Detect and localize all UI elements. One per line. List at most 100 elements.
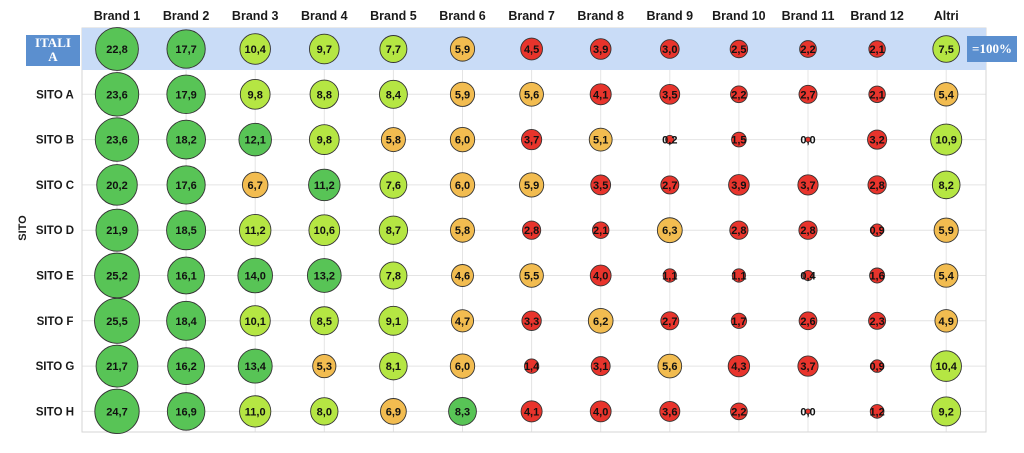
bubble-sito-a-brand-9: 3,5 bbox=[659, 83, 681, 105]
bubble-circle bbox=[167, 347, 205, 385]
bubble-sito-f-brand-11: 2,6 bbox=[798, 311, 818, 331]
bubble-sito-f-brand-7: 3,3 bbox=[521, 310, 542, 331]
bubble-sito-a-brand-8: 4,1 bbox=[589, 83, 612, 106]
bubble-value-label: 3,7 bbox=[524, 135, 539, 147]
bubble-circle bbox=[805, 136, 811, 143]
bubble-sito-g-brand-10: 4,3 bbox=[727, 354, 751, 378]
bubble-sito-b-brand-4: 9,8 bbox=[308, 124, 340, 155]
column-header-brand-12: Brand 12 bbox=[850, 9, 904, 23]
bubble-sito-b-altri: 10,9 bbox=[930, 123, 963, 156]
bubble-sito-e-brand-8: 4,0 bbox=[589, 264, 612, 287]
bubble-circle bbox=[870, 359, 884, 373]
bubble-sito-c-brand-6: 6,0 bbox=[449, 172, 476, 198]
bubble-sito-c-brand-10: 3,9 bbox=[728, 174, 750, 196]
bubble-value-label: 10,4 bbox=[244, 44, 266, 56]
bubble-value-label: 6,7 bbox=[248, 180, 263, 192]
bubble-value-label: 5,1 bbox=[593, 135, 608, 147]
bubble-value-label: 4,3 bbox=[731, 361, 746, 373]
bubble-sito-a-brand-1: 23,6 bbox=[94, 72, 140, 117]
bubble-circle bbox=[589, 264, 612, 287]
bubble-circle bbox=[934, 82, 959, 107]
bubble-circle bbox=[589, 400, 612, 423]
bubble-value-label: 6,2 bbox=[593, 316, 608, 328]
bubble-circle bbox=[587, 307, 614, 334]
bubble-sito-d-brand-9: 6,3 bbox=[656, 217, 683, 244]
column-header-brand-2: Brand 2 bbox=[163, 9, 210, 23]
bubble-sito-h-brand-6: 8,3 bbox=[448, 397, 477, 426]
bubble-value-label: 1,1 bbox=[731, 271, 746, 283]
bubble-value-label: 4,5 bbox=[524, 44, 539, 56]
bubble-value-label: 9,8 bbox=[248, 89, 263, 101]
bubble-circle bbox=[166, 210, 207, 251]
bubble-sito-d-brand-5: 8,7 bbox=[378, 215, 409, 245]
column-header-layer: Brand 1 Brand 2 Brand 3 Brand 4 Brand 5 Brand… bbox=[94, 9, 959, 23]
bubble-circle bbox=[379, 171, 408, 199]
bubble-circle bbox=[379, 35, 408, 63]
bubble-value-label: 25,5 bbox=[106, 316, 127, 328]
bubble-circle bbox=[798, 311, 818, 331]
bubble-value-label: 11,2 bbox=[245, 225, 266, 237]
bubble-value-label: 2,8 bbox=[869, 180, 884, 192]
bubble-sito-f-brand-10: 1,7 bbox=[730, 312, 748, 329]
bubble-value-label: 3,9 bbox=[731, 180, 746, 192]
bubble-sito-a-brand-12: 2,1 bbox=[868, 85, 886, 103]
bubble-sito-h-brand-1: 24,7 bbox=[94, 388, 140, 435]
reference-note-label: =100% bbox=[972, 41, 1012, 56]
bubble-circle bbox=[659, 83, 681, 105]
bubble-circle bbox=[730, 312, 748, 329]
bubble-value-label: 13,2 bbox=[314, 271, 335, 283]
bubble-circle bbox=[799, 40, 817, 58]
bubble-value-label: 2,7 bbox=[662, 180, 677, 192]
bubble-italia-brand-2: 17,7 bbox=[166, 29, 206, 69]
row-label-layer: SITO A SITO B SITO C SITO D SITO E SITO F SITO… bbox=[36, 89, 75, 418]
bubble-value-label: 1,6 bbox=[869, 271, 884, 283]
bubble-sito-d-brand-10: 2,8 bbox=[729, 220, 749, 240]
bubble-circle bbox=[660, 175, 680, 195]
bubble-circle bbox=[237, 257, 273, 294]
bubble-circle bbox=[309, 306, 339, 336]
bubble-sito-f-brand-12: 2,3 bbox=[868, 311, 887, 330]
bubble-circle bbox=[449, 81, 476, 107]
bubble-sito-h-altri: 9,2 bbox=[931, 396, 962, 427]
bubble-circle bbox=[930, 350, 962, 382]
bubble-sito-a-brand-10: 2,2 bbox=[730, 85, 748, 104]
row-label-sito-a: SITO A bbox=[36, 89, 74, 101]
bubble-sito-b-brand-3: 12,1 bbox=[238, 122, 272, 157]
bubble-value-label: 10,9 bbox=[935, 135, 956, 147]
bubble-value-label: 4,0 bbox=[593, 406, 608, 418]
bubble-circle bbox=[95, 208, 139, 252]
bubble-value-label: 8,4 bbox=[386, 89, 402, 101]
bubble-circle bbox=[519, 172, 545, 198]
bubble-italia-brand-12: 2,1 bbox=[868, 40, 886, 58]
bubble-circle bbox=[166, 300, 207, 341]
bubble-sito-b-brand-11: 0,0 bbox=[800, 135, 815, 147]
bubble-circle bbox=[166, 392, 206, 431]
bubble-sito-e-altri: 5,4 bbox=[934, 263, 959, 288]
bubble-value-label: 10,4 bbox=[935, 361, 957, 373]
bubble-value-label: 4,7 bbox=[455, 316, 470, 328]
bubble-circle bbox=[166, 119, 206, 160]
bubble-sito-c-brand-2: 17,6 bbox=[166, 165, 206, 205]
bubble-sito-a-brand-3: 9,8 bbox=[239, 78, 271, 110]
bubble-value-label: 8,8 bbox=[317, 89, 332, 101]
bubble-value-label: 8,2 bbox=[939, 180, 954, 192]
bubble-circle bbox=[932, 35, 961, 63]
bubble-sito-e-brand-11: 0,4 bbox=[800, 270, 817, 283]
bubble-circle bbox=[523, 358, 540, 374]
bubble-sito-d-altri: 5,9 bbox=[933, 217, 959, 243]
bubble-sito-a-brand-2: 17,9 bbox=[166, 74, 206, 115]
bubble-value-label: 16,9 bbox=[175, 406, 196, 418]
bubble-circle bbox=[590, 356, 611, 377]
bubble-sito-b-brand-5: 5,8 bbox=[380, 127, 406, 153]
bubble-value-label: 9,8 bbox=[317, 135, 332, 147]
bubble-value-label: 1,5 bbox=[731, 135, 746, 147]
bubble-value-label: 3,7 bbox=[800, 361, 815, 373]
bubble-circle bbox=[167, 256, 205, 295]
bubble-circle bbox=[308, 168, 341, 202]
column-header-brand-3: Brand 3 bbox=[232, 9, 279, 23]
bubble-value-label: 9,7 bbox=[317, 44, 332, 56]
bubble-circle bbox=[380, 127, 406, 153]
bubble-italia-brand-1: 22,8 bbox=[95, 27, 139, 71]
bubble-circle bbox=[450, 217, 475, 243]
side-box-layer: ITALI A =100% bbox=[26, 35, 1017, 66]
